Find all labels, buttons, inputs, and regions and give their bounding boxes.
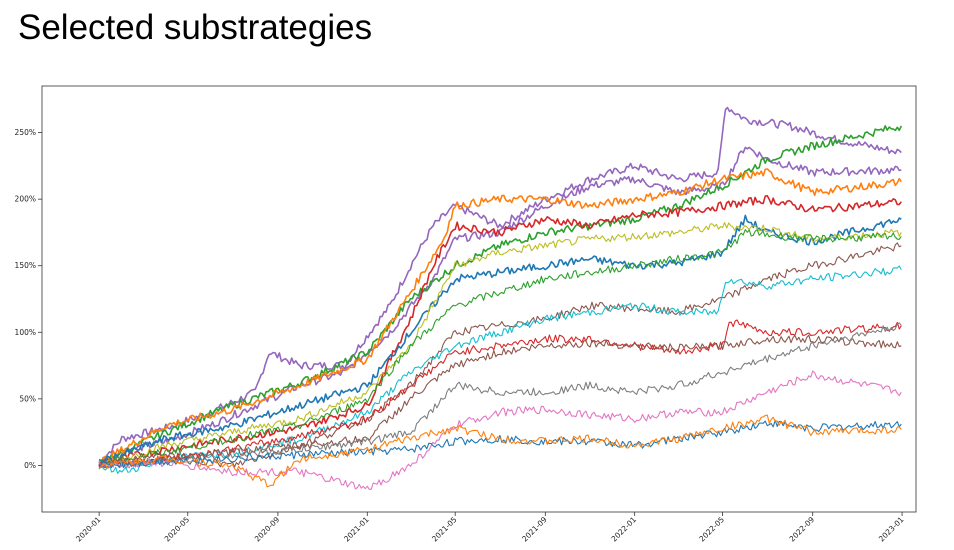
x-tick-label: 2021-09 [520, 515, 549, 544]
x-tick-label: 2021-05 [430, 515, 459, 544]
series-line-6 [98, 214, 902, 465]
series-line-3 [98, 125, 903, 467]
x-tick-label: 2020-09 [253, 515, 282, 544]
x-tick-label: 2023-01 [877, 515, 906, 544]
y-tick-label: 200% [15, 195, 36, 204]
series-line-10 [99, 265, 902, 474]
x-tick-label: 2020-05 [163, 515, 192, 544]
x-tick-label: 2020-01 [74, 515, 103, 544]
x-tick-label: 2022-05 [697, 515, 726, 544]
series-line-11 [98, 319, 902, 469]
series-line-16 [98, 414, 902, 488]
y-tick-label: 150% [15, 261, 36, 270]
series-line-15 [98, 419, 902, 469]
series-line-4 [98, 168, 902, 467]
series-line-13 [98, 322, 902, 470]
series-line-14 [98, 370, 902, 490]
series-line-12 [98, 334, 902, 468]
y-tick-label: 100% [15, 328, 36, 337]
y-tick-label: 50% [19, 394, 36, 403]
axes-frame [41, 85, 917, 513]
slide-title: Selected substrategies [18, 8, 373, 47]
series-line-7 [99, 222, 902, 467]
plot-area [98, 106, 903, 490]
x-tick-label: 2022-09 [788, 515, 817, 544]
y-tick-label: 250% [15, 128, 36, 137]
y-tick-label: 0% [24, 461, 36, 470]
series-line-2 [98, 146, 902, 466]
x-tick-label: 2022-01 [610, 515, 639, 544]
x-tick-label: 2021-01 [342, 515, 371, 544]
series-line-8 [98, 229, 902, 465]
series-line-9 [98, 242, 902, 469]
axes: 0% 50% 100% 150% 200% 250% 2020-01 2020-05 2020-… [15, 85, 917, 544]
series-line-5 [98, 195, 902, 467]
